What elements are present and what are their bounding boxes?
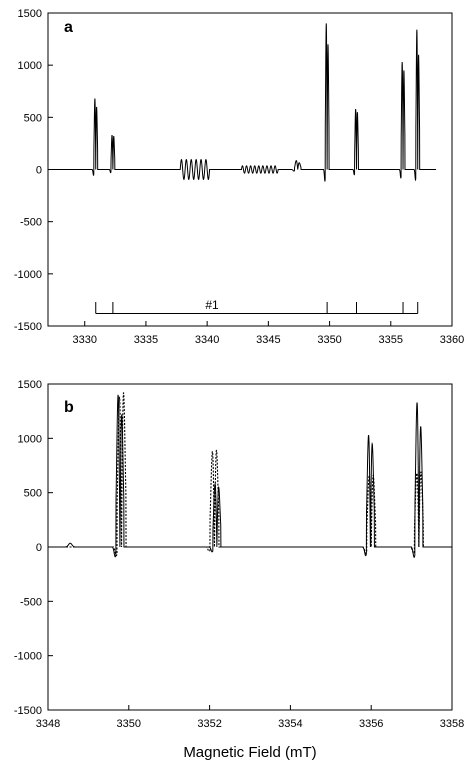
y-tick-label: 1000 bbox=[18, 60, 42, 72]
panel-a-x-axis: 3330 3335 3340 3345 3350 3355 3360 bbox=[72, 321, 464, 346]
panel-b-x-axis-label: Magnetic Field (mT) bbox=[183, 744, 316, 761]
x-tick-label: 3345 bbox=[256, 334, 280, 346]
y-tick-label: -1500 bbox=[14, 321, 42, 333]
panel-a: a 1500 1000 500 0 -500 -1000 -1500 3330 3335 334… bbox=[14, 8, 464, 346]
y-tick-label: 0 bbox=[36, 165, 42, 177]
stick-diagram-label: #1 bbox=[205, 298, 219, 312]
x-tick-label: 3335 bbox=[134, 334, 158, 346]
y-tick-label: 500 bbox=[24, 112, 42, 124]
x-tick-label: 3354 bbox=[278, 718, 302, 730]
y-tick-label: 0 bbox=[36, 542, 42, 554]
x-tick-label: 3358 bbox=[440, 718, 464, 730]
y-tick-label: -500 bbox=[20, 217, 42, 229]
panel-a-y-axis: 1500 1000 500 0 -500 -1000 -1500 bbox=[14, 8, 53, 333]
x-tick-label: 3330 bbox=[72, 334, 96, 346]
x-tick-label: 3356 bbox=[359, 718, 383, 730]
x-tick-label: 3360 bbox=[440, 334, 464, 346]
panel-b: b 1500 1000 500 0 -500 -1000 -1500 3348 3350 335… bbox=[14, 379, 464, 761]
y-tick-label: 1500 bbox=[18, 379, 42, 391]
panel-a-stick-diagram bbox=[95, 302, 419, 314]
panel-b-y-axis: 1500 1000 500 0 -500 -1000 -1500 bbox=[14, 379, 53, 717]
panel-a-spectrum-trace bbox=[49, 23, 437, 183]
panel-b-label: b bbox=[64, 399, 74, 416]
x-tick-label: 3348 bbox=[36, 718, 60, 730]
x-tick-label: 3352 bbox=[197, 718, 221, 730]
panel-b-x-axis: 3348 3350 3352 3354 3356 3358 bbox=[36, 705, 464, 730]
x-tick-label: 3340 bbox=[195, 334, 219, 346]
y-tick-label: -1000 bbox=[14, 269, 42, 281]
y-tick-label: 1000 bbox=[18, 433, 42, 445]
panel-b-experimental-trace bbox=[52, 394, 452, 558]
y-tick-label: -1500 bbox=[14, 705, 42, 717]
panel-b-simulated-trace bbox=[52, 392, 452, 557]
panel-a-label: a bbox=[64, 19, 73, 36]
x-tick-label: 3355 bbox=[379, 334, 403, 346]
x-tick-label: 3350 bbox=[117, 718, 141, 730]
y-tick-label: -500 bbox=[20, 596, 42, 608]
y-tick-label: -1000 bbox=[14, 651, 42, 663]
y-tick-label: 500 bbox=[24, 488, 42, 500]
y-tick-label: 1500 bbox=[18, 8, 42, 20]
x-tick-label: 3350 bbox=[317, 334, 341, 346]
